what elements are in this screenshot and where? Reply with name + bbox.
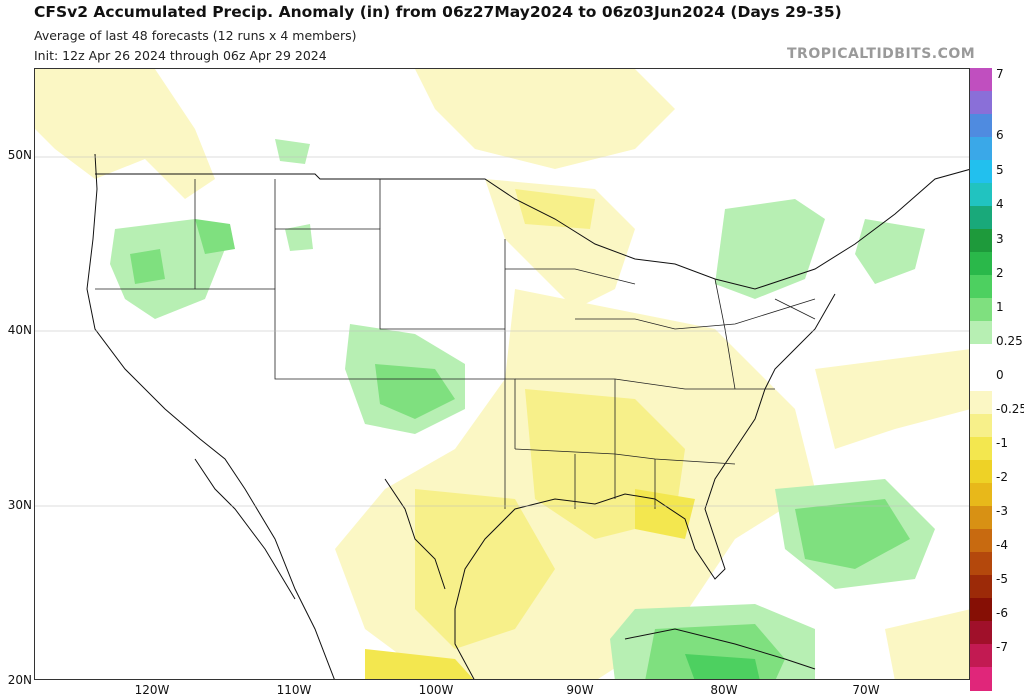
colorbar-label: 5 [996,163,1004,177]
colorbar-swatch [970,413,992,438]
brand-watermark: TROPICALTIDBITS.COM [787,46,976,62]
colorbar-label: 0 [996,368,1004,382]
wet-anomaly-shading [110,139,935,679]
colorbar-swatch [970,321,992,346]
colorbar-swatch [970,620,992,645]
coastlines-and-borders [86,153,969,679]
colorbar-swatch [970,229,992,253]
colorbar-swatch [970,666,992,691]
lat-label-30n: 30N [7,498,32,512]
lon-label-120w: 120W [134,683,170,697]
colorbar-label: 6 [996,128,1004,142]
colorbar-label: -2 [996,470,1008,484]
colorbar-swatch [970,528,992,553]
colorbar-swatch [970,137,992,161]
lon-label-80w: 80W [710,683,738,697]
colorbar [970,68,992,691]
colorbar-label: 2 [996,266,1004,280]
colorbar-label: -4 [996,538,1008,552]
colorbar-label: -6 [996,606,1008,620]
map-subtitle-ensemble: Average of last 48 forecasts (12 runs x … [34,28,357,43]
colorbar-label: -1 [996,436,1008,450]
colorbar-swatch [970,367,992,392]
colorbar-label: 0.25 [996,334,1023,348]
colorbar-swatch [970,597,992,622]
lon-label-70w: 70W [852,683,880,697]
colorbar-swatch [970,160,992,184]
colorbar-label: 3 [996,232,1004,246]
colorbar-swatch [970,183,992,207]
colorbar-swatch [970,436,992,461]
colorbar-swatch [970,91,992,115]
colorbar-swatch [970,68,992,92]
colorbar-swatch [970,298,992,322]
colorbar-label: 4 [996,197,1004,211]
colorbar-label: -3 [996,504,1008,518]
colorbar-label: 1 [996,300,1004,314]
state-boundaries [95,179,816,509]
graticule [35,156,969,507]
precip-anomaly-map [34,68,970,680]
lat-label-40n: 40N [7,323,32,337]
colorbar-label: 7 [996,67,1004,81]
map-canvas [35,69,969,679]
colorbar-label: -0.25 [996,402,1024,416]
colorbar-swatch [970,252,992,276]
colorbar-swatch [970,344,992,369]
colorbar-swatch [970,114,992,138]
lon-label-100w: 100W [418,683,454,697]
colorbar-swatch [970,206,992,230]
dry-anomaly-shading [35,69,969,679]
colorbar-swatch [970,574,992,599]
colorbar-swatch [970,551,992,576]
colorbar-swatch [970,459,992,484]
lat-label-50n: 50N [7,148,32,162]
lon-label-90w: 90W [566,683,594,697]
map-title: CFSv2 Accumulated Precip. Anomaly (in) f… [34,3,842,21]
lon-label-110w: 110W [276,683,312,697]
colorbar-label: -7 [996,640,1008,654]
colorbar-swatch [970,482,992,507]
colorbar-swatch [970,390,992,415]
colorbar-swatch [970,275,992,299]
map-subtitle-init: Init: 12z Apr 26 2024 through 06z Apr 29… [34,48,327,63]
colorbar-swatch [970,643,992,668]
colorbar-label: -5 [996,572,1008,586]
lat-label-20n: 20N [7,673,32,687]
colorbar-swatch [970,505,992,530]
